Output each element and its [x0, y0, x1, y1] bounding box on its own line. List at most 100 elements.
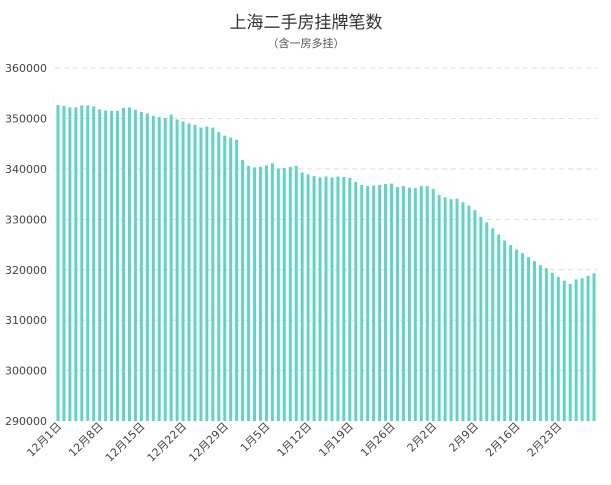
bar [92, 106, 96, 422]
bar [187, 123, 191, 421]
bar [139, 111, 143, 421]
bar [425, 186, 429, 421]
bar [199, 127, 203, 421]
bar [479, 216, 483, 421]
x-tick-label: 12月15日 [103, 420, 148, 465]
bar [181, 121, 185, 421]
bar [407, 187, 411, 421]
bar [270, 163, 274, 421]
bar [241, 159, 245, 421]
x-tick-label: 2月2日 [405, 420, 440, 455]
bar [419, 186, 423, 421]
bar [127, 107, 131, 421]
bar [485, 222, 489, 421]
bar [253, 167, 257, 421]
bar [324, 176, 328, 421]
bar [116, 110, 120, 421]
y-tick-label: 290000 [5, 415, 47, 428]
bar [294, 165, 298, 421]
bar [211, 127, 215, 421]
bar [527, 257, 530, 421]
chart-subtitle: （含一房多挂） [268, 36, 345, 50]
bar [306, 174, 310, 421]
bar [550, 272, 554, 421]
y-tick-label: 300000 [5, 365, 47, 378]
bar [330, 177, 334, 421]
y-tick-label: 320000 [5, 264, 47, 277]
bar [133, 109, 137, 422]
bar [98, 109, 102, 422]
bar [264, 165, 268, 421]
bar [366, 186, 370, 421]
y-tick-label: 330000 [5, 213, 47, 226]
bars [56, 104, 596, 422]
bar [104, 110, 108, 422]
y-tick-label: 340000 [5, 163, 47, 176]
bar [455, 198, 459, 421]
bar [348, 177, 352, 421]
bar [56, 104, 60, 421]
bar [342, 176, 346, 421]
chart-title: 上海二手房挂牌笔数 [230, 13, 383, 33]
x-tick-label: 2月16日 [483, 420, 523, 460]
bar [401, 186, 405, 421]
bar [395, 187, 399, 421]
bar [532, 261, 536, 421]
bar [258, 166, 262, 421]
bar [515, 249, 519, 421]
bar [413, 188, 417, 421]
bar [217, 132, 221, 422]
bar [586, 275, 590, 421]
bar [68, 107, 72, 421]
y-axis-ticks: 290000 300000 310000 320000 330000 340000 3500… [5, 62, 47, 428]
bar [282, 167, 286, 421]
bar [288, 166, 292, 421]
bar [247, 165, 251, 421]
bar [580, 278, 584, 421]
x-tick-label: 12月22日 [145, 420, 190, 465]
bar [574, 279, 578, 421]
bar [521, 253, 525, 421]
bar [497, 234, 501, 421]
bar [175, 119, 179, 421]
bar [443, 197, 447, 421]
bar [449, 199, 453, 421]
bar [538, 265, 542, 421]
bar [229, 137, 233, 421]
bar [205, 126, 209, 421]
bar [544, 268, 548, 421]
bar [110, 110, 114, 421]
bar [145, 113, 149, 422]
bar [80, 105, 84, 421]
x-tick-label: 12月29日 [186, 420, 231, 465]
bar [336, 176, 340, 421]
bar [157, 116, 161, 422]
bar [431, 189, 435, 421]
x-tick-label: 1月5日 [238, 420, 273, 455]
bar [509, 245, 513, 421]
x-tick-label: 2月23日 [525, 420, 565, 460]
bar [193, 125, 197, 422]
bar [491, 228, 495, 421]
y-tick-label: 310000 [5, 314, 47, 327]
y-tick-label: 350000 [5, 113, 47, 126]
bar [384, 184, 388, 421]
bar [461, 202, 465, 421]
bar [378, 185, 382, 421]
y-tick-label: 360000 [5, 62, 47, 75]
bar [312, 175, 316, 421]
bar [360, 185, 364, 421]
bar [473, 210, 477, 421]
bar [467, 205, 471, 421]
bar [390, 183, 394, 421]
bar [372, 185, 376, 421]
bar [169, 114, 173, 421]
x-tick-label: 12月8日 [66, 420, 106, 460]
bar [151, 115, 155, 421]
bar [568, 283, 572, 421]
bar [163, 118, 167, 421]
bar [122, 107, 125, 421]
bar [592, 273, 596, 421]
